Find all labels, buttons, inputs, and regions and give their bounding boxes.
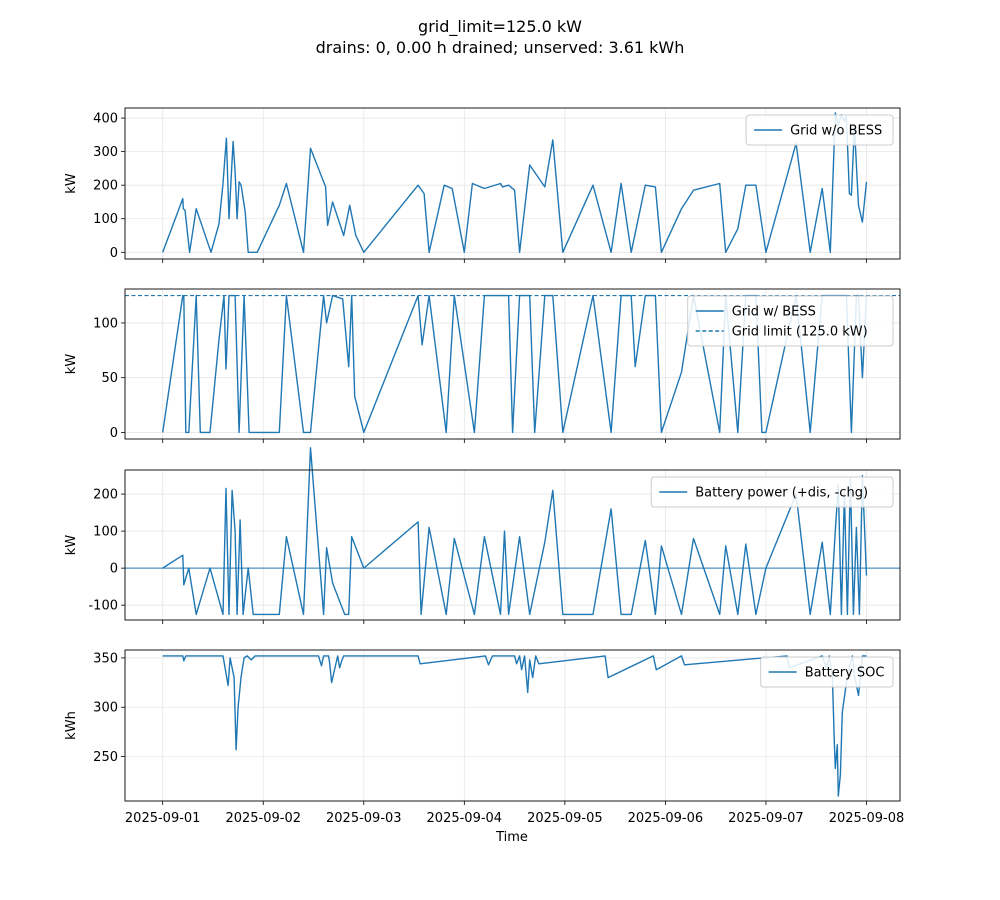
y-tick-label: 100 bbox=[93, 212, 118, 227]
legend-box bbox=[745, 114, 894, 146]
y-axis-label: kW bbox=[64, 354, 79, 375]
subplot-4: 2025-09-01 2025-09-02 2025-09-03 2025-09-04… bbox=[64, 649, 905, 826]
x-tick-label: 2025-09-04 bbox=[427, 811, 503, 826]
legend: Battery SOC bbox=[760, 656, 894, 688]
x-axis-label: Time bbox=[495, 830, 528, 845]
series-line bbox=[162, 294, 868, 434]
subplot-grid: 0 100 200 300 400 kW Grid w/o BESS 0 50 100 kW Grid… bbox=[64, 107, 905, 826]
y-tick-label: 0 bbox=[110, 562, 118, 577]
x-tick-label: 2025-09-07 bbox=[728, 811, 804, 826]
legend: Battery power (+dis, -chg) bbox=[650, 476, 894, 508]
y-tick-label: 350 bbox=[93, 651, 118, 666]
series-line bbox=[162, 655, 867, 797]
y-axis-label: kWh bbox=[64, 711, 79, 740]
legend: Grid w/ BESS Grid limit (125.0 kW) bbox=[687, 295, 894, 347]
y-tick-label: 200 bbox=[93, 179, 118, 194]
x-tick-label: 2025-09-03 bbox=[326, 811, 402, 826]
subplot-3: -100 0 100 200 kW Battery power (+dis, -chg) bbox=[64, 447, 901, 624]
subplot-1: 0 100 200 300 400 kW Grid w/o BESS bbox=[64, 107, 901, 263]
y-tick-label: 50 bbox=[101, 371, 118, 386]
legend-label: Grid limit (125.0 kW) bbox=[732, 325, 868, 340]
x-tick-label: 2025-09-01 bbox=[125, 811, 201, 826]
y-tick-label: 100 bbox=[93, 316, 118, 331]
subplot-2: 0 50 100 kW Grid w/ BESS Grid limit (125.0 kW… bbox=[64, 288, 901, 443]
plot-frame bbox=[124, 288, 901, 440]
legend: Grid w/o BESS bbox=[745, 114, 894, 146]
x-tick-label: 2025-09-02 bbox=[225, 811, 301, 826]
legend-label: Grid w/ BESS bbox=[732, 305, 816, 320]
y-tick-label: 200 bbox=[93, 488, 118, 503]
legend-box bbox=[650, 476, 894, 508]
y-axis-label: kW bbox=[64, 173, 79, 194]
y-tick-label: -100 bbox=[88, 599, 118, 614]
y-tick-label: 400 bbox=[93, 112, 118, 127]
legend-label: Battery SOC bbox=[805, 666, 885, 681]
plot-frame bbox=[124, 649, 901, 802]
suptitle-line-2: drains: 0, 0.00 h drained; unserved: 3.6… bbox=[316, 38, 685, 57]
legend-box bbox=[687, 295, 894, 347]
y-axis-label: kW bbox=[64, 535, 79, 556]
legend-label: Grid w/o BESS bbox=[790, 124, 882, 139]
x-tick-label: 2025-09-06 bbox=[628, 811, 704, 826]
x-tick-label: 2025-09-08 bbox=[829, 811, 905, 826]
plot-frame bbox=[124, 107, 901, 260]
series-line bbox=[162, 447, 868, 616]
plot-frame bbox=[124, 469, 901, 621]
legend-box bbox=[760, 656, 894, 688]
suptitle-line-1: grid_limit=125.0 kW bbox=[418, 17, 582, 37]
y-tick-label: 0 bbox=[110, 246, 118, 261]
x-tick-label: 2025-09-05 bbox=[527, 811, 603, 826]
y-tick-label: 0 bbox=[110, 426, 118, 441]
y-tick-label: 300 bbox=[93, 145, 118, 160]
y-tick-label: 300 bbox=[93, 701, 118, 716]
y-tick-label: 100 bbox=[93, 525, 118, 540]
y-tick-label: 250 bbox=[93, 750, 118, 765]
series-line bbox=[162, 112, 868, 253]
legend-label: Battery power (+dis, -chg) bbox=[695, 486, 868, 501]
